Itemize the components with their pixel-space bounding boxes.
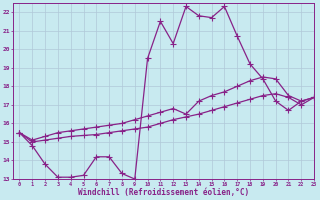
X-axis label: Windchill (Refroidissement éolien,°C): Windchill (Refroidissement éolien,°C) <box>78 188 249 197</box>
